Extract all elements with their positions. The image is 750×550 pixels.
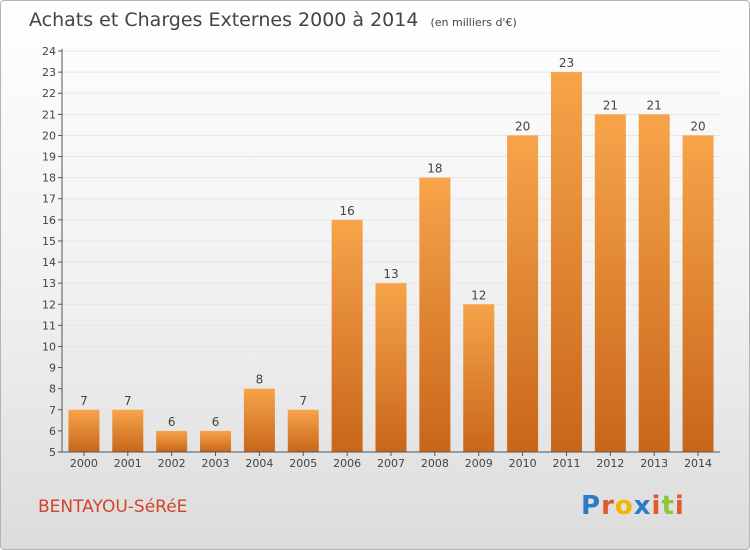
- y-tick-label: 18: [42, 172, 56, 185]
- bar: [594, 114, 626, 452]
- bar-value-label: 13: [383, 267, 398, 281]
- x-tick-label: 2009: [465, 457, 493, 470]
- bar-value-label: 21: [603, 98, 618, 112]
- bar: [419, 177, 451, 452]
- x-tick-label: 2004: [245, 457, 273, 470]
- x-tick-label: 2010: [509, 457, 537, 470]
- bars: 7 7 6 6 8 7 16 13 18 12 20 23 21 21 20: [68, 56, 714, 453]
- proxiti-logo: Proxiti: [581, 491, 685, 521]
- y-tick-label: 13: [42, 277, 56, 290]
- bar-value-label: 6: [168, 415, 176, 429]
- y-tick-label: 22: [42, 87, 56, 100]
- bar-value-label: 7: [299, 394, 307, 408]
- bar-value-label: 23: [559, 56, 574, 70]
- bar-value-label: 7: [80, 394, 88, 408]
- bar-value-label: 8: [256, 373, 264, 387]
- y-tick-label: 24: [42, 45, 56, 58]
- bar: [200, 430, 232, 452]
- bar-value-label: 20: [690, 119, 705, 133]
- axes: 5 6 7 8 9 10 11 12 13 14 15 16 17 18 19 20 21 22 23 24 2000 2…: [42, 45, 720, 470]
- x-tick-label: 2007: [377, 457, 405, 470]
- x-tick-label: 2011: [552, 457, 580, 470]
- town-name: BENTAYOU-SéRéE: [38, 497, 188, 517]
- y-tick-label: 8: [49, 383, 56, 396]
- bar: [682, 135, 714, 452]
- bar-value-label: 7: [124, 394, 132, 408]
- x-tick-label: 2000: [70, 457, 98, 470]
- y-tick-label: 7: [49, 404, 56, 417]
- x-tick-label: 2006: [333, 457, 361, 470]
- bar: [331, 219, 363, 452]
- bar: [156, 430, 188, 452]
- bar: [638, 114, 670, 452]
- bar: [375, 283, 407, 452]
- x-tick-label: 2003: [202, 457, 230, 470]
- bar: [463, 304, 495, 452]
- bar: [68, 409, 100, 452]
- y-tick-label: 11: [42, 319, 56, 332]
- x-tick-label: 2005: [289, 457, 317, 470]
- x-tick-label: 2008: [421, 457, 449, 470]
- bar-value-label: 16: [339, 204, 354, 218]
- x-tick-label: 2002: [158, 457, 186, 470]
- x-tick-label: 2012: [596, 457, 624, 470]
- bar: [287, 409, 319, 452]
- bar-value-label: 18: [427, 162, 442, 176]
- chart-title-text: Achats et Charges Externes 2000 à 2014: [29, 9, 419, 31]
- x-tick-label: 2014: [684, 457, 712, 470]
- y-tick-label: 10: [42, 340, 56, 353]
- y-tick-label: 19: [42, 151, 56, 164]
- bar-value-label: 6: [212, 415, 220, 429]
- bar-value-label: 21: [647, 98, 662, 112]
- bar: [243, 388, 275, 452]
- y-tick-label: 15: [42, 235, 56, 248]
- x-tick-label: 2013: [640, 457, 668, 470]
- y-tick-label: 9: [49, 362, 56, 375]
- y-tick-label: 6: [49, 425, 56, 438]
- bar-value-label: 20: [515, 119, 530, 133]
- y-tick-label: 17: [42, 193, 56, 206]
- bar-value-label: 12: [471, 288, 486, 302]
- y-tick-label: 14: [42, 256, 56, 269]
- y-tick-label: 5: [49, 446, 56, 459]
- chart-unit: (en milliers d'€): [430, 16, 517, 29]
- chart-title: Achats et Charges Externes 2000 à 2014 (e…: [29, 9, 517, 31]
- y-tick-label: 23: [42, 66, 56, 79]
- y-tick-label: 12: [42, 298, 56, 311]
- y-tick-label: 16: [42, 214, 56, 227]
- y-tick-label: 21: [42, 108, 56, 121]
- bar: [112, 409, 144, 452]
- x-tick-label: 2001: [114, 457, 142, 470]
- bar: [550, 72, 582, 453]
- y-tick-label: 20: [42, 129, 56, 142]
- bar: [507, 135, 539, 452]
